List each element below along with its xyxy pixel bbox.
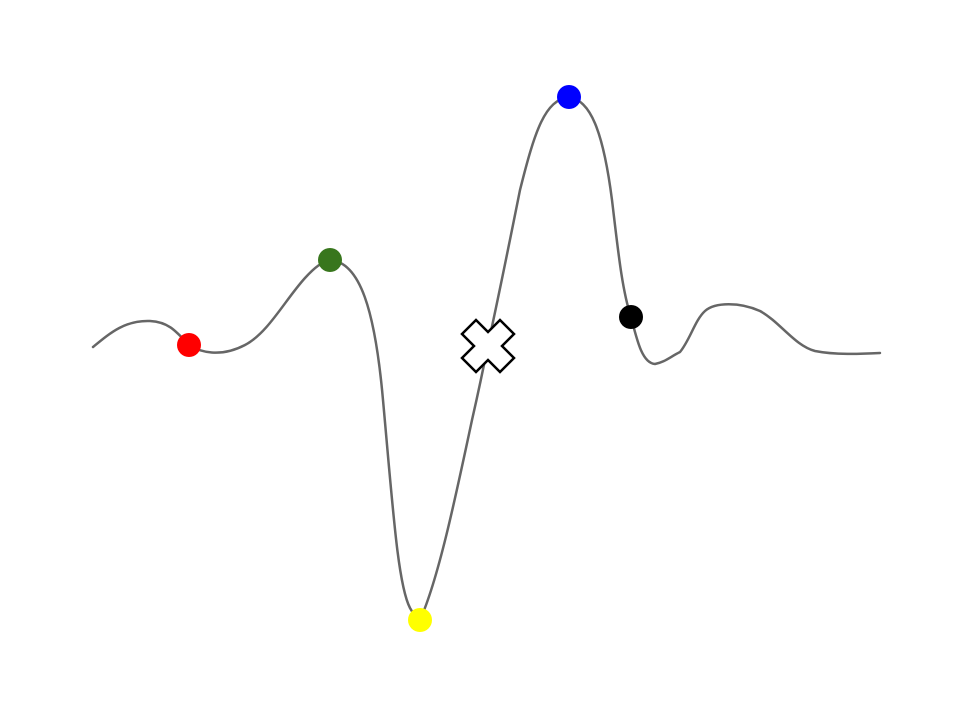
black-marker [619,305,643,329]
cross-marker [460,318,516,374]
yellow-marker [408,608,432,632]
red-marker [177,333,201,357]
green-marker [318,248,342,272]
blue-marker [557,85,581,109]
